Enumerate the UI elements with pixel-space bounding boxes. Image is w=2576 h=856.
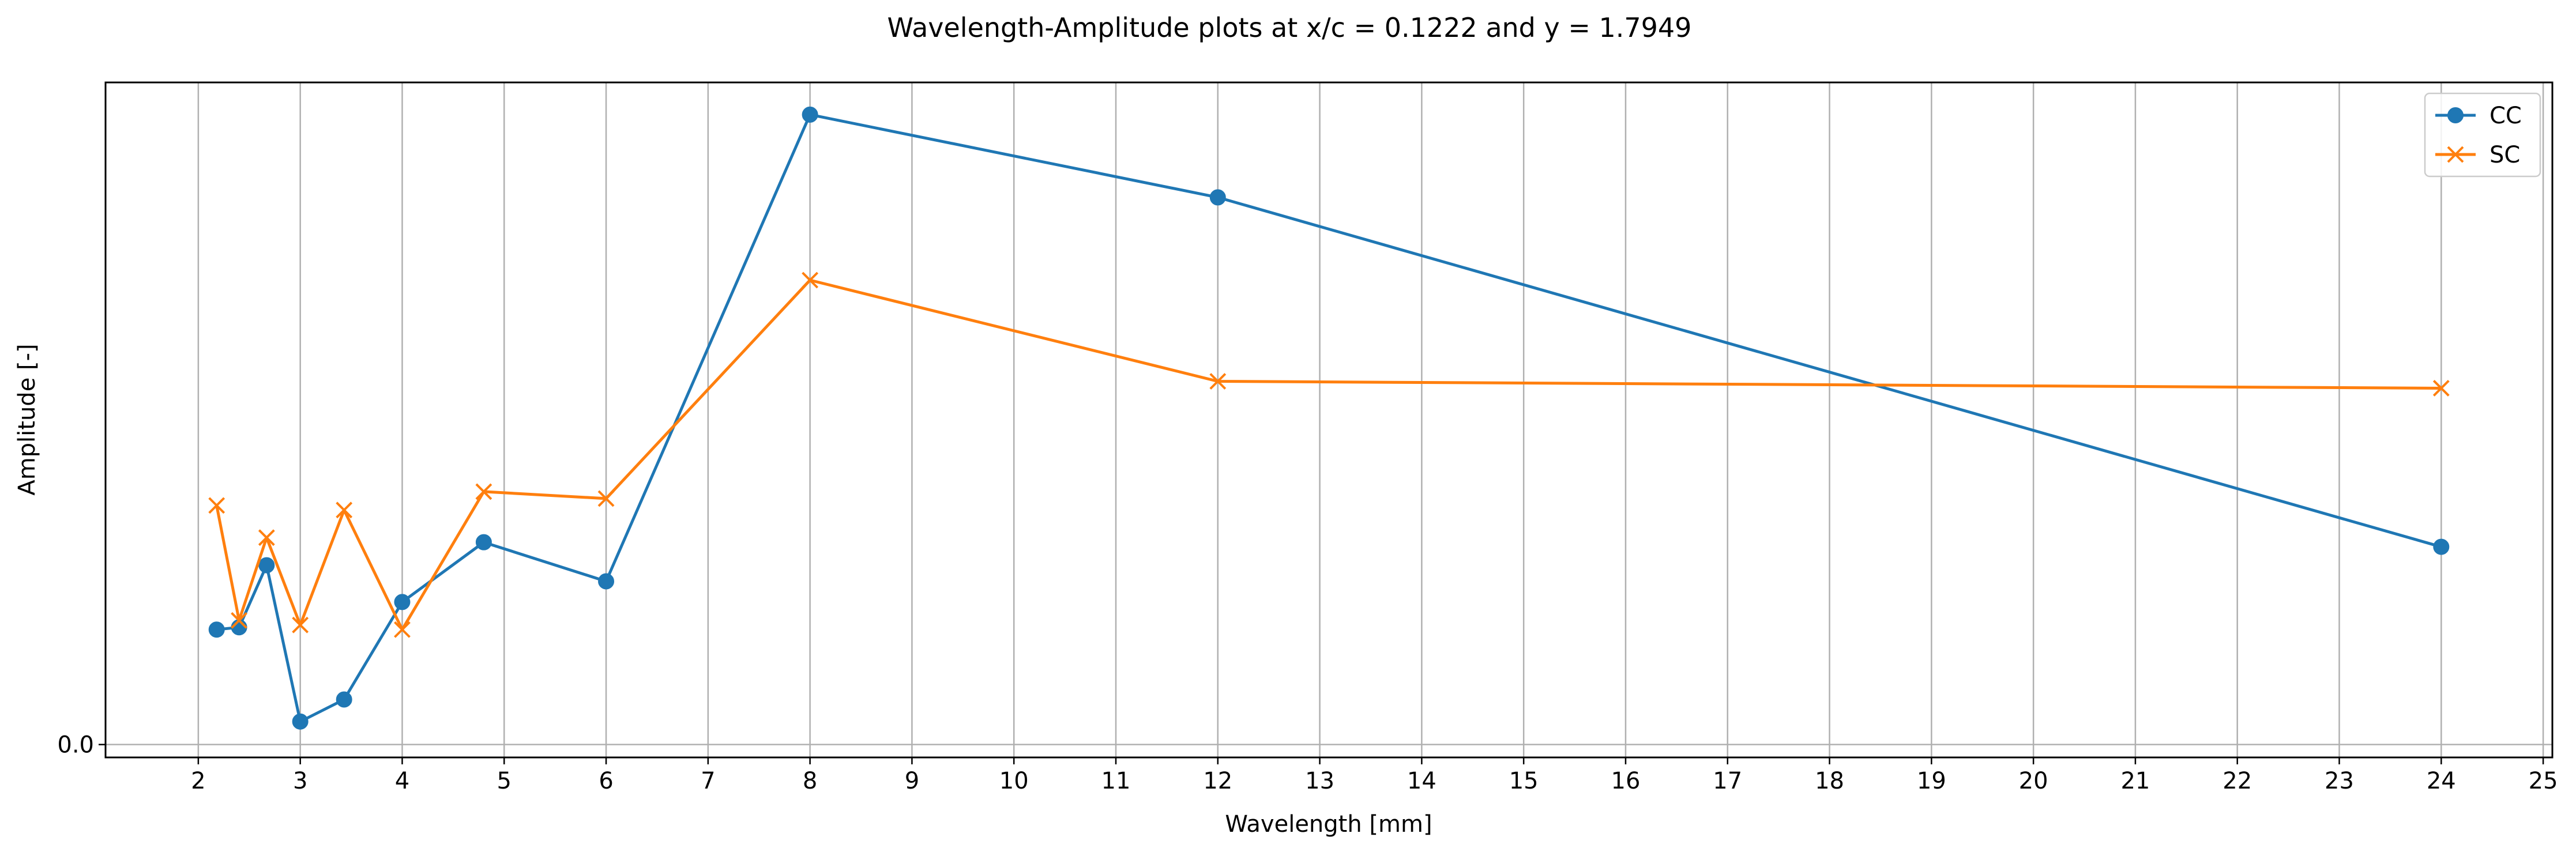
x-tick-label: 8 — [803, 768, 817, 794]
marker-stroke — [231, 612, 248, 629]
x-tick-label: 12 — [1203, 768, 1232, 794]
x-tick-label: 15 — [1509, 768, 1539, 794]
marker-stroke — [1209, 373, 1227, 390]
data-point-cc — [208, 621, 225, 638]
plot-frame — [104, 81, 2554, 759]
data-point-sc — [231, 612, 248, 629]
data-point-sc — [336, 501, 353, 519]
marker-stroke — [292, 616, 309, 633]
x-tick-label: 7 — [701, 768, 715, 794]
chart-title: Wavelength-Amplitude plots at x/c = 0.12… — [888, 12, 1692, 43]
data-point-sc — [802, 271, 819, 289]
x-tick-label: 10 — [999, 768, 1029, 794]
data-point-cc — [475, 534, 492, 550]
marker-stroke — [208, 497, 225, 514]
x-tick-label: 11 — [1101, 768, 1131, 794]
legend-box — [2424, 92, 2541, 178]
x-tick-label: 23 — [2325, 768, 2354, 794]
marker-stroke — [2432, 380, 2450, 397]
data-point-cc — [231, 619, 247, 636]
data-point-cc — [802, 106, 818, 123]
legend-marker-cc — [2447, 107, 2464, 123]
grid-layer — [106, 82, 2552, 757]
legend-label-cc: CC — [2489, 103, 2522, 129]
x-tick-label: 6 — [599, 768, 613, 794]
data-point-sc — [597, 490, 615, 507]
axis-layer: 2 3 4 5 6 7 8 9 10 11 12 13 14 15 16 17 18 19 20 21 22 23 24 25… — [57, 732, 2558, 794]
legend: CC SC — [2424, 92, 2541, 178]
x-tick-label: 3 — [293, 768, 307, 794]
data-point-sc — [258, 529, 275, 546]
x-tick-label: 17 — [1713, 768, 1742, 794]
marker-stroke — [802, 271, 819, 289]
x-tick-label: 19 — [1917, 768, 1946, 794]
legend-marker-sc — [2447, 146, 2464, 163]
data-point-sc — [1209, 373, 1227, 390]
marker-stroke — [475, 483, 492, 500]
y-tick-label: 0.0 — [57, 732, 94, 759]
x-axis-label: Wavelength [mm] — [1225, 811, 1432, 838]
x-tick-label: 9 — [905, 768, 919, 794]
data-point-cc — [394, 594, 411, 610]
data-point-cc — [2433, 538, 2450, 555]
x-tick-label: 14 — [1407, 768, 1436, 794]
x-tick-label: 5 — [497, 768, 512, 794]
x-tick-label: 4 — [395, 768, 409, 794]
x-tick-label: 24 — [2427, 768, 2456, 794]
marker-stroke — [2447, 146, 2464, 163]
marker-stroke — [258, 529, 275, 546]
x-tick-label: 2 — [191, 768, 205, 794]
x-tick-label: 13 — [1305, 768, 1334, 794]
data-point-sc — [394, 621, 411, 638]
data-point-cc — [258, 557, 275, 574]
x-tick-label: 20 — [2019, 768, 2048, 794]
marker-stroke — [336, 501, 353, 519]
data-point-sc — [2432, 380, 2450, 397]
x-tick-label: 21 — [2120, 768, 2150, 794]
series-layer — [208, 106, 2450, 730]
data-point-sc — [475, 483, 492, 500]
x-tick-label: 22 — [2222, 768, 2252, 794]
data-point-sc — [208, 497, 225, 514]
x-tick-label: 18 — [1815, 768, 1844, 794]
data-point-cc — [1209, 189, 1226, 206]
data-point-cc — [598, 573, 615, 590]
data-point-cc — [336, 691, 352, 708]
marker-stroke — [597, 490, 615, 507]
x-tick-label: 25 — [2529, 768, 2558, 794]
y-axis-label: Amplitude [-] — [14, 344, 40, 495]
x-tick-label: 16 — [1611, 768, 1641, 794]
legend-label-sc: SC — [2489, 142, 2520, 168]
marker-stroke — [394, 621, 411, 638]
data-point-sc — [292, 616, 309, 633]
data-point-cc — [292, 713, 309, 730]
